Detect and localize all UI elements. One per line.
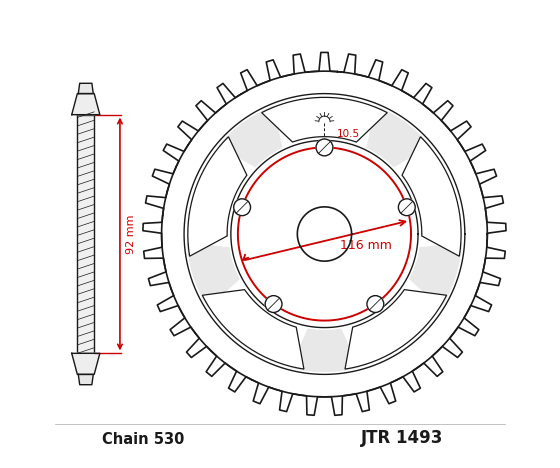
Text: 92 mm: 92 mm: [126, 214, 136, 254]
Polygon shape: [78, 83, 94, 94]
Polygon shape: [262, 97, 388, 142]
Polygon shape: [143, 52, 506, 415]
Polygon shape: [78, 374, 94, 385]
Text: 116 mm: 116 mm: [340, 239, 392, 252]
Polygon shape: [77, 115, 94, 353]
Polygon shape: [402, 137, 461, 256]
Polygon shape: [188, 137, 247, 256]
Polygon shape: [409, 243, 462, 308]
Polygon shape: [186, 243, 240, 308]
Text: Chain 530: Chain 530: [102, 432, 185, 447]
Polygon shape: [72, 94, 100, 115]
Circle shape: [265, 296, 282, 313]
Circle shape: [316, 139, 333, 156]
Polygon shape: [345, 290, 447, 369]
Polygon shape: [202, 290, 304, 369]
Polygon shape: [366, 106, 431, 168]
Circle shape: [367, 296, 384, 313]
Polygon shape: [162, 71, 487, 397]
Text: 10.5: 10.5: [337, 129, 360, 139]
Circle shape: [234, 199, 250, 216]
Text: JTR 1493: JTR 1493: [361, 429, 443, 447]
Polygon shape: [290, 329, 359, 372]
Circle shape: [398, 199, 415, 216]
Polygon shape: [218, 106, 283, 168]
Polygon shape: [72, 353, 100, 374]
